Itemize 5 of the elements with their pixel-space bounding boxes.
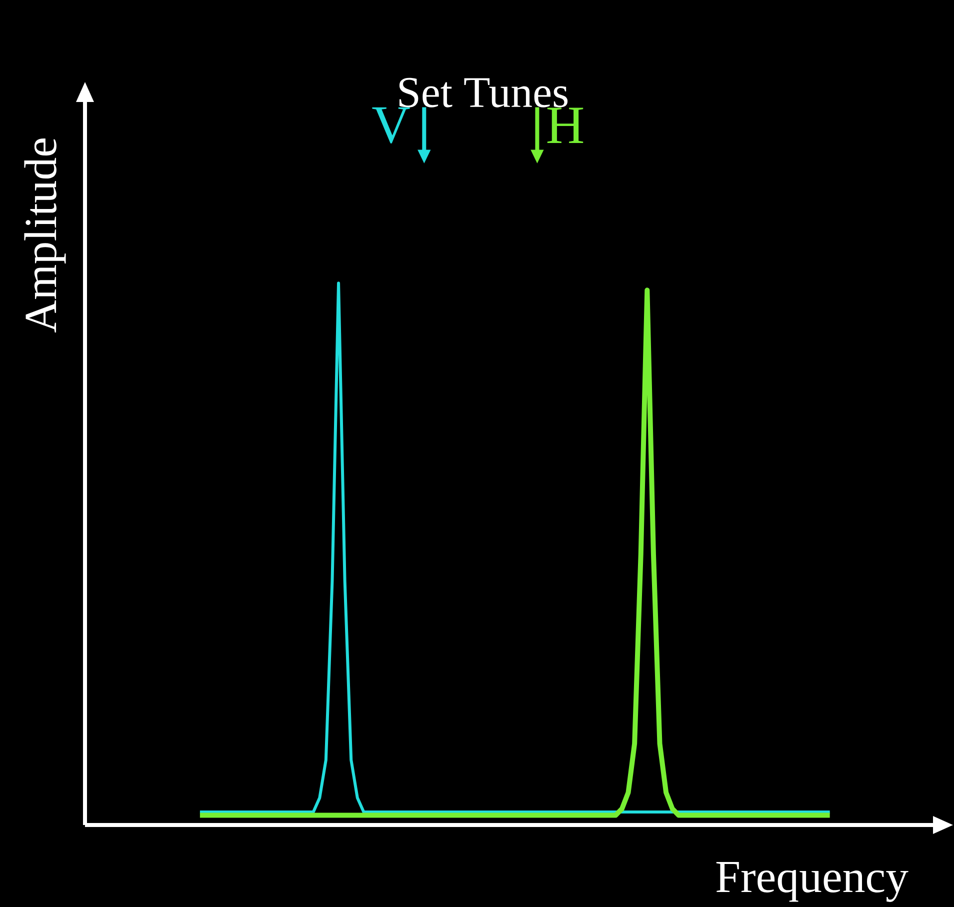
text: H [547,108,584,143]
text: V [372,107,410,144]
y-axis-title: Amplitude [24,138,66,333]
text: Set Tunes [399,78,568,108]
x-axis-title: Frequency [716,862,908,902]
